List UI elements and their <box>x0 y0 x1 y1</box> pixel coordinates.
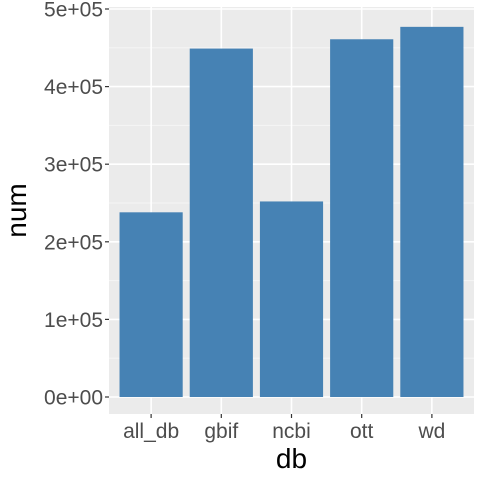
x-tick-label: gbif <box>204 420 238 443</box>
bar-all_db <box>119 212 183 397</box>
x-tick-label: wd <box>417 420 445 443</box>
x-axis-title: db <box>276 443 307 474</box>
bars <box>119 26 464 398</box>
x-axis: all_db gbif ncbi ott wd <box>123 414 445 443</box>
y-tick-label: 3e+05 <box>44 154 103 177</box>
x-tick-label: ncbi <box>272 420 311 443</box>
y-tick-label: 1e+05 <box>44 309 103 332</box>
y-tick-label: 0e+00 <box>44 387 103 410</box>
y-tick-label: 2e+05 <box>44 231 103 254</box>
bar-gbif <box>189 48 253 398</box>
y-axis-title: num <box>1 183 32 237</box>
bar-ncbi <box>259 201 324 397</box>
x-tick-label: all_db <box>123 420 179 443</box>
bar-wd <box>400 26 464 398</box>
y-axis: 0e+00 1e+05 2e+05 3e+05 4e+05 5e+05 <box>44 0 109 410</box>
y-tick-label: 5e+05 <box>44 0 103 22</box>
x-tick-label: ott <box>350 420 374 443</box>
bar-ott <box>330 39 394 397</box>
y-tick-label: 4e+05 <box>44 76 103 99</box>
